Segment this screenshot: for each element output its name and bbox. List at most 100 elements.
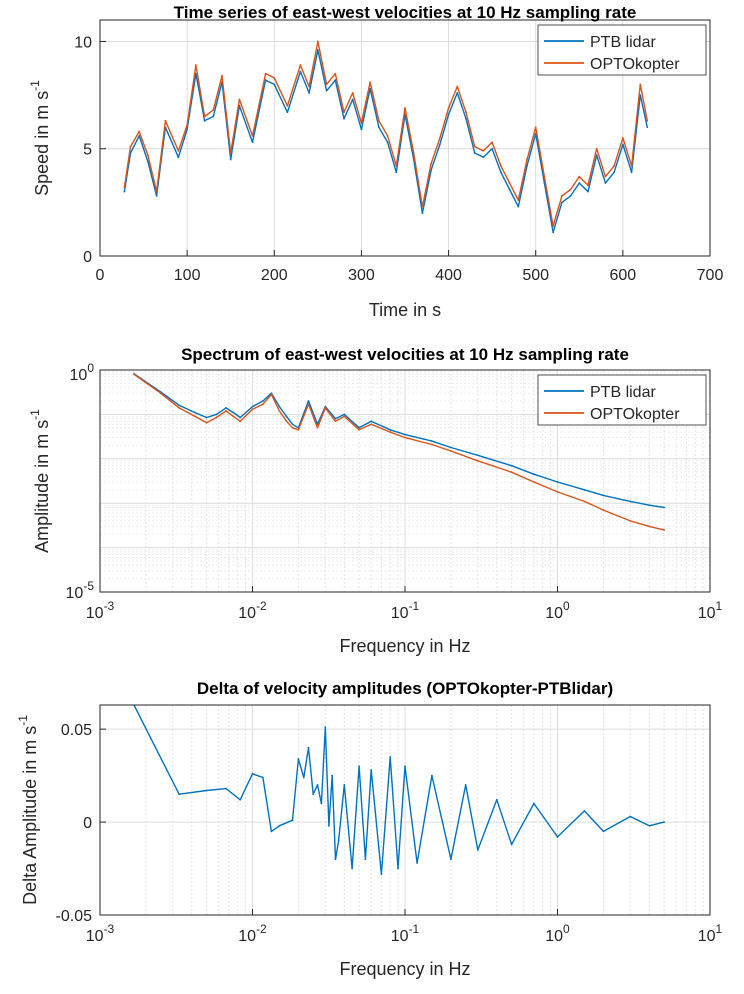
data-point	[334, 417, 337, 420]
data-point	[133, 373, 135, 376]
data-point	[421, 205, 424, 208]
data-point	[629, 519, 632, 522]
data-point	[194, 415, 196, 418]
x-tick-label: 10-2	[238, 922, 267, 945]
data-point	[499, 171, 502, 174]
data-point	[560, 195, 563, 197]
data-point	[186, 124, 189, 127]
data-point	[286, 111, 289, 114]
data-point	[380, 873, 383, 876]
y-tick-label: 0	[83, 815, 92, 832]
data-point	[613, 164, 616, 167]
legend-label: PTB lidar	[590, 384, 656, 401]
data-point	[395, 171, 398, 174]
data-point	[404, 765, 406, 768]
data-point	[630, 164, 633, 167]
data-point	[251, 408, 254, 411]
data-point	[476, 459, 479, 462]
data-point	[278, 409, 281, 412]
data-point	[465, 111, 467, 114]
data-point	[203, 119, 206, 122]
data-point	[307, 403, 310, 406]
data-point	[648, 525, 651, 528]
data-point	[648, 824, 651, 827]
data-point	[476, 454, 479, 457]
data-point	[278, 824, 281, 827]
data-point	[397, 867, 399, 870]
series-1	[133, 705, 665, 876]
data-point	[343, 415, 346, 418]
x-tick-label: 10-3	[86, 922, 115, 945]
data-point	[369, 81, 372, 84]
data-point	[465, 117, 467, 120]
data-point	[583, 488, 586, 491]
data-point	[225, 407, 227, 409]
data-point	[325, 89, 328, 92]
data-point	[482, 149, 485, 152]
data-point	[389, 431, 392, 433]
data-point	[261, 403, 264, 406]
data-point	[621, 137, 624, 139]
data-point	[147, 160, 149, 163]
series-line	[133, 373, 665, 531]
data-point	[556, 490, 559, 493]
data-point	[324, 726, 327, 729]
data-point	[646, 126, 649, 129]
y-tick-label: 0.05	[61, 722, 92, 739]
data-point	[526, 158, 528, 161]
x-axis-label: Frequency in Hz	[339, 959, 470, 979]
data-point	[316, 426, 319, 429]
data-point	[447, 107, 450, 109]
data-point	[386, 141, 389, 144]
data-point	[351, 98, 354, 101]
data-point	[360, 122, 363, 124]
series-1	[133, 372, 665, 509]
data-point	[273, 77, 276, 79]
data-point	[229, 152, 232, 154]
data-point	[491, 147, 494, 150]
data-point	[430, 443, 433, 446]
data-point	[473, 152, 476, 154]
data-point	[473, 145, 476, 148]
chart-3: 10-3 10-2 10-1 100 101 -0.05 0 0.05 Delta of vel…	[16, 679, 723, 979]
data-point	[155, 190, 158, 193]
data-point	[239, 420, 242, 423]
data-point	[212, 109, 215, 112]
data-point	[430, 169, 433, 172]
data-point	[456, 92, 459, 94]
data-point	[602, 509, 605, 511]
data-point	[663, 506, 665, 509]
legend: PTB lidar OPTOkopter	[537, 374, 707, 426]
data-point	[178, 404, 180, 407]
data-point	[328, 824, 330, 827]
data-point	[320, 802, 323, 805]
x-tick-label: 100	[545, 599, 570, 622]
data-point	[556, 481, 559, 483]
y-tick-label: 100	[70, 361, 95, 384]
x-tick-label: 400	[435, 267, 462, 284]
data-point	[639, 83, 642, 86]
data-point	[297, 757, 300, 760]
data-point	[386, 134, 389, 137]
data-point	[613, 171, 616, 174]
data-point	[147, 154, 149, 157]
data-point	[358, 426, 360, 429]
data-point	[499, 164, 502, 167]
legend-label: OPTOkopter	[590, 56, 680, 73]
y-tick-label: 10-5	[66, 579, 95, 602]
x-tick-label: 600	[610, 267, 637, 284]
data-point	[337, 839, 340, 842]
data-point	[343, 784, 346, 786]
data-point	[178, 407, 180, 409]
data-point	[307, 746, 310, 749]
data-point	[264, 79, 267, 81]
data-point	[308, 92, 311, 94]
x-tick-label: 101	[698, 599, 723, 622]
data-point	[532, 802, 535, 805]
data-point	[421, 212, 424, 214]
data-point	[334, 72, 337, 75]
data-point	[560, 201, 563, 204]
x-tick-label: 10-1	[391, 599, 420, 622]
data-point	[404, 433, 406, 436]
